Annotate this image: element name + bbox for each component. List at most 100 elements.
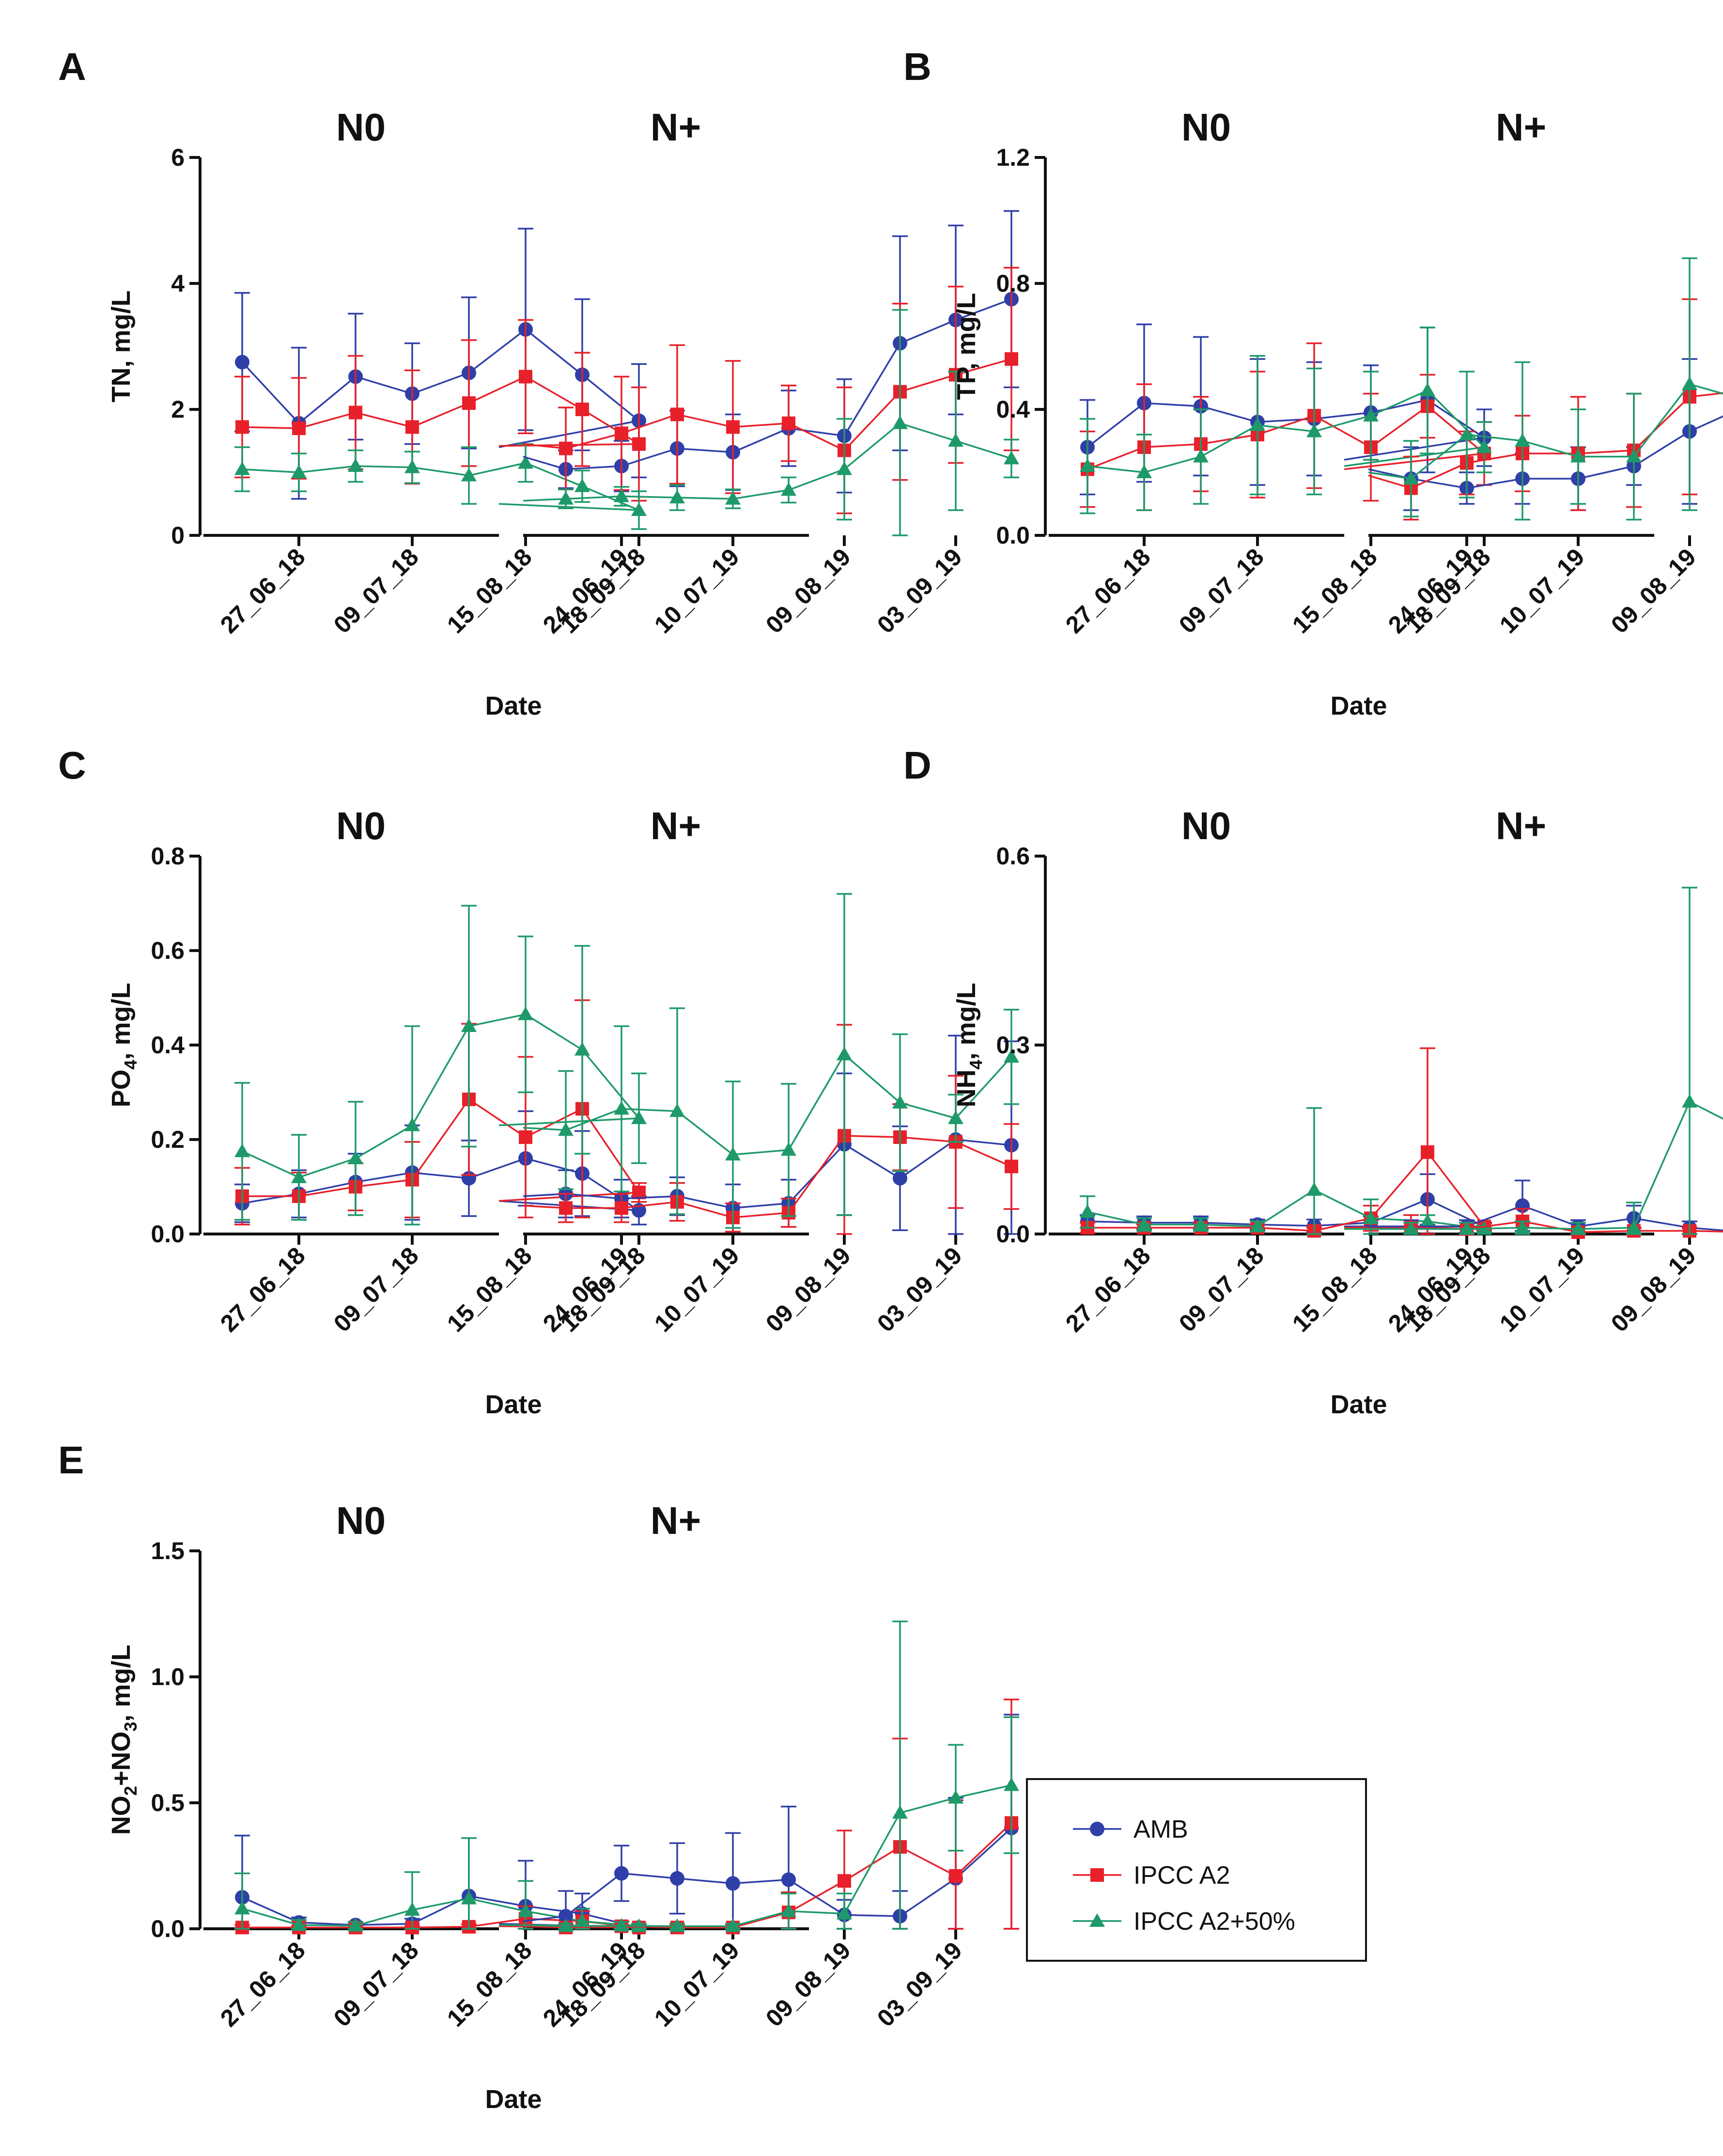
y-axis-label-part: +NO xyxy=(107,1732,136,1786)
panel-label: C xyxy=(58,744,86,787)
y-axis-label-part: , mg/L xyxy=(107,1645,136,1722)
y-axis-label: NH4, mg/L xyxy=(952,983,986,1107)
data-point xyxy=(615,426,628,440)
group-title: N0 xyxy=(1181,106,1231,149)
data-point xyxy=(725,491,741,505)
data-point xyxy=(948,433,963,447)
data-point xyxy=(725,1918,741,1932)
data-point xyxy=(949,1869,962,1883)
y-tick-label: 0.4 xyxy=(151,1031,185,1059)
y-tick-label: 0.0 xyxy=(151,1915,185,1942)
data-point xyxy=(1363,408,1379,422)
data-point xyxy=(948,1790,963,1804)
y-tick-label: 4 xyxy=(171,270,185,297)
data-point xyxy=(559,441,573,455)
group-title: N+ xyxy=(1496,804,1547,847)
data-point xyxy=(669,1918,685,1932)
data-point xyxy=(574,1042,590,1056)
series-ipcc-a2-50- xyxy=(1080,327,1492,515)
series-line xyxy=(1368,1100,1723,1230)
series-ipcc-a2-50- xyxy=(523,1620,1019,1932)
data-point xyxy=(614,488,629,502)
data-point xyxy=(461,468,477,482)
series-line xyxy=(523,358,1012,452)
group-title: N0 xyxy=(336,1499,386,1542)
group-title: N+ xyxy=(651,1499,701,1542)
data-point xyxy=(1136,465,1152,478)
y-tick-label: 0.0 xyxy=(996,522,1030,549)
series-ipcc-a2-50- xyxy=(1368,887,1723,1235)
data-point xyxy=(892,1805,908,1819)
data-point xyxy=(1363,1210,1379,1224)
panel-label: D xyxy=(903,744,931,787)
series-ipcc-a2-50- xyxy=(234,905,647,1226)
data-point xyxy=(1515,1220,1530,1234)
data-point xyxy=(1420,383,1435,396)
legend-label: IPCC A2+50% xyxy=(1133,1907,1295,1936)
panel-label: B xyxy=(903,45,931,88)
data-point xyxy=(558,1918,574,1932)
series-ipcc-a2-50- xyxy=(523,309,1019,536)
data-point xyxy=(348,1151,363,1164)
series-line xyxy=(1368,415,1723,489)
data-point xyxy=(1080,458,1095,472)
group-title: N+ xyxy=(651,804,701,847)
y-axis-label-subscript: 2 xyxy=(121,1786,140,1796)
data-point xyxy=(1250,1219,1265,1233)
y-tick-label: 0.5 xyxy=(151,1789,185,1816)
y-tick-label: 2 xyxy=(171,396,185,423)
data-point xyxy=(558,1122,574,1136)
y-axis-label-part: NH xyxy=(952,1070,981,1108)
data-point xyxy=(781,1142,796,1156)
y-axis-label-subscript: 4 xyxy=(121,1060,140,1069)
series-line xyxy=(1368,383,1723,480)
data-point xyxy=(1005,1159,1018,1173)
data-point xyxy=(725,1147,741,1161)
data-point xyxy=(235,420,249,434)
series-ipcc-a2-50- xyxy=(1368,257,1723,521)
data-point xyxy=(1306,1182,1322,1196)
data-point xyxy=(291,1170,307,1183)
legend-label: AMB xyxy=(1133,1815,1188,1844)
data-point xyxy=(614,1101,629,1115)
data-point xyxy=(405,420,419,434)
y-axis-label-part: , mg/L xyxy=(952,983,981,1060)
data-point xyxy=(574,478,590,492)
data-point xyxy=(892,1094,908,1109)
data-point xyxy=(235,355,249,370)
y-tick-label: 0 xyxy=(171,522,185,549)
series-line xyxy=(1368,1204,1723,1232)
y-tick-label: 0.6 xyxy=(996,843,1030,870)
legend-box xyxy=(1026,1778,1367,1962)
x-axis-label: Date xyxy=(485,1390,542,1419)
y-axis-label: NO2+NO3, mg/L xyxy=(107,1645,140,1835)
data-point xyxy=(837,1047,852,1061)
series-line xyxy=(1368,392,1723,489)
group-title: N0 xyxy=(336,106,386,149)
data-point xyxy=(781,482,796,496)
legend-marker xyxy=(1089,1913,1105,1927)
data-point xyxy=(670,407,684,422)
data-point xyxy=(1004,451,1019,465)
data-point xyxy=(1459,427,1475,440)
data-point xyxy=(234,1901,250,1915)
data-point xyxy=(234,461,250,475)
legend-entry: IPCC A2+50% xyxy=(1073,1907,1295,1936)
y-tick-label: 0.0 xyxy=(996,1220,1030,1248)
data-point xyxy=(349,406,362,420)
x-axis-label: Date xyxy=(1330,1390,1387,1419)
data-point xyxy=(948,1110,963,1125)
data-point xyxy=(559,1201,573,1215)
series-ipcc-a2 xyxy=(234,319,647,502)
data-point xyxy=(837,461,852,475)
series-ipcc-a2-50- xyxy=(234,443,647,530)
data-point xyxy=(782,416,795,430)
y-axis-label: TP, mg/L xyxy=(952,293,981,400)
data-point xyxy=(234,1143,250,1157)
panel-label: E xyxy=(58,1438,84,1482)
data-point xyxy=(838,1874,851,1888)
data-point xyxy=(518,1006,533,1020)
data-point xyxy=(1004,1777,1019,1791)
data-point xyxy=(781,1903,796,1917)
data-point xyxy=(1250,417,1265,431)
